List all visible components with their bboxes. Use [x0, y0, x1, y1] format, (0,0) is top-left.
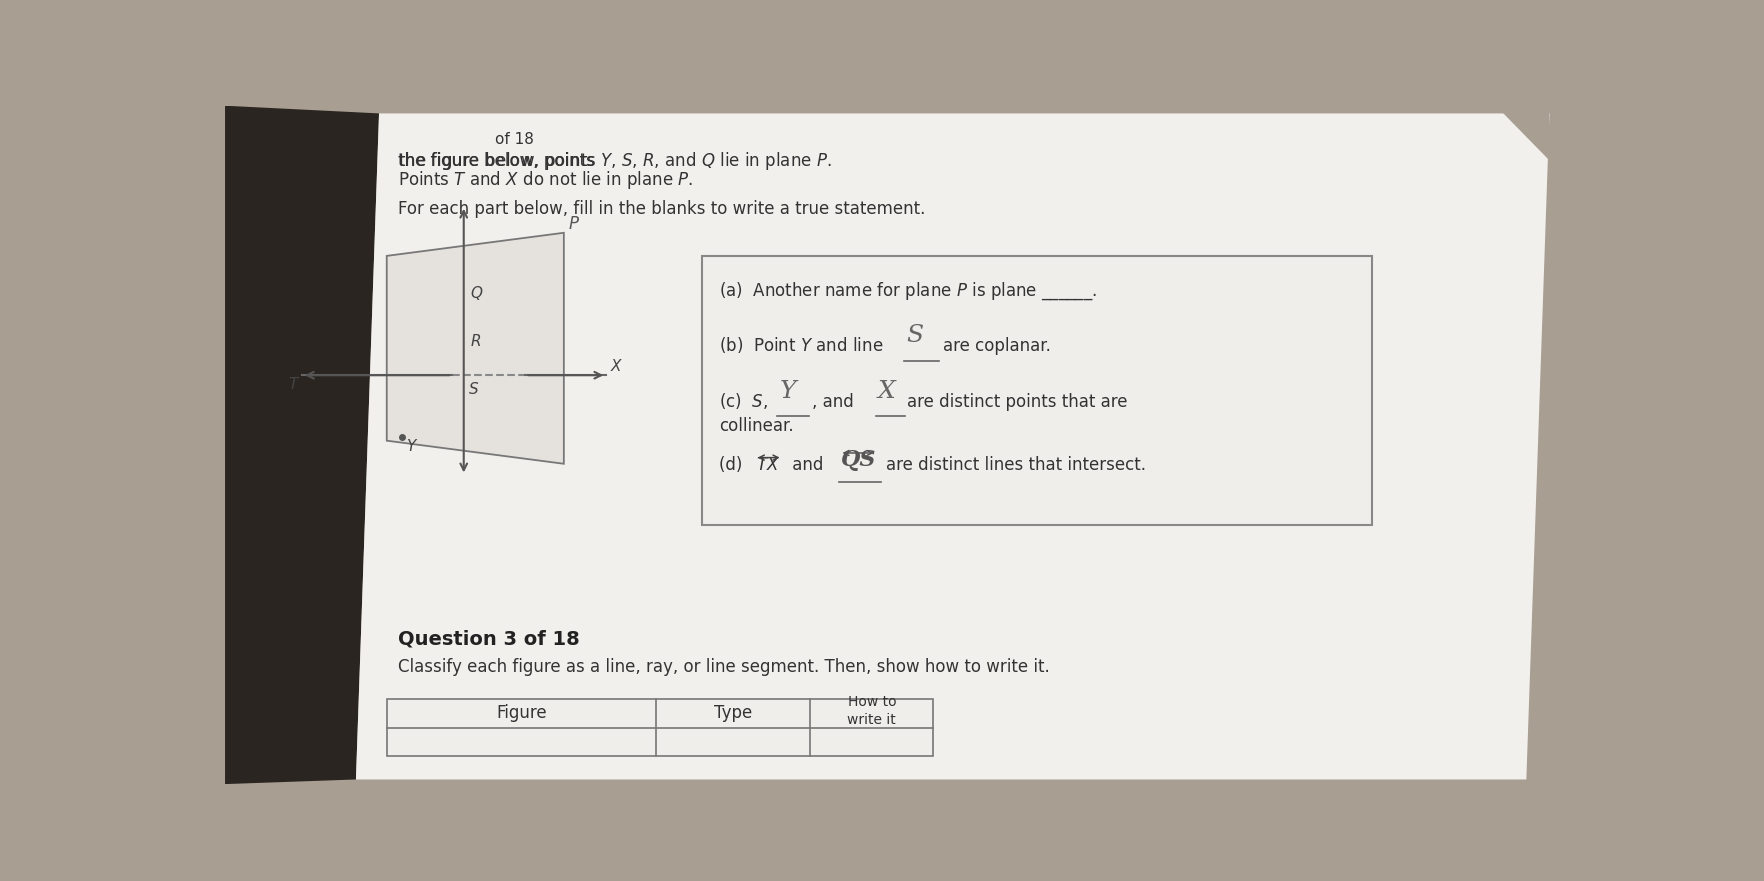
Text: are coplanar.: are coplanar. — [944, 337, 1051, 355]
Polygon shape — [1503, 114, 1549, 159]
Polygon shape — [224, 106, 379, 784]
Text: are distinct points that are: are distinct points that are — [907, 393, 1127, 411]
Text: Y: Y — [780, 380, 796, 403]
Text: Points $T$ and $X$ do not lie in plane $P$.: Points $T$ and $X$ do not lie in plane $… — [399, 169, 693, 191]
Text: For each part below, fill in the blanks to write a true statement.: For each part below, fill in the blanks … — [399, 199, 924, 218]
Text: of 18: of 18 — [494, 132, 533, 147]
Text: $X$: $X$ — [610, 359, 623, 374]
FancyBboxPatch shape — [386, 699, 933, 757]
Text: $Y$: $Y$ — [406, 438, 418, 454]
Text: $S$: $S$ — [467, 381, 480, 397]
Text: $TX$: $TX$ — [757, 457, 780, 474]
Text: (b)  Point $Y$ and line: (b) Point $Y$ and line — [720, 336, 884, 355]
Text: (a)  Another name for plane $P$ is plane ______.: (a) Another name for plane $P$ is plane … — [720, 281, 1097, 302]
Text: collinear.: collinear. — [720, 418, 794, 435]
Text: S: S — [907, 324, 923, 347]
Text: (d): (d) — [720, 456, 753, 474]
Text: How to
write it: How to write it — [847, 695, 896, 727]
Polygon shape — [356, 114, 1549, 780]
Text: $T$: $T$ — [288, 376, 300, 392]
Text: Figure: Figure — [496, 704, 547, 722]
Text: Type: Type — [714, 704, 751, 722]
Text: the figure below, points $Y$, $S$, $R$, and $Q$ lie in plane $P$.: the figure below, points $Y$, $S$, $R$, … — [399, 150, 831, 172]
Text: $P$: $P$ — [568, 216, 579, 233]
Text: $Q$: $Q$ — [469, 285, 483, 302]
Text: X: X — [877, 380, 896, 403]
Text: $R$: $R$ — [469, 333, 482, 349]
Text: the figure below, points: the figure below, points — [399, 152, 600, 170]
Text: Question 3 of 18: Question 3 of 18 — [399, 630, 580, 648]
Text: , and: , and — [811, 393, 859, 411]
FancyBboxPatch shape — [702, 255, 1372, 525]
Text: are distinct lines that intersect.: are distinct lines that intersect. — [886, 456, 1145, 474]
Text: and: and — [787, 456, 829, 474]
Text: (c)  $S$,: (c) $S$, — [720, 391, 769, 411]
Polygon shape — [386, 233, 563, 463]
Text: Classify each figure as a line, ray, or line segment. Then, show how to write it: Classify each figure as a line, ray, or … — [399, 658, 1050, 676]
Text: QS: QS — [841, 449, 877, 471]
